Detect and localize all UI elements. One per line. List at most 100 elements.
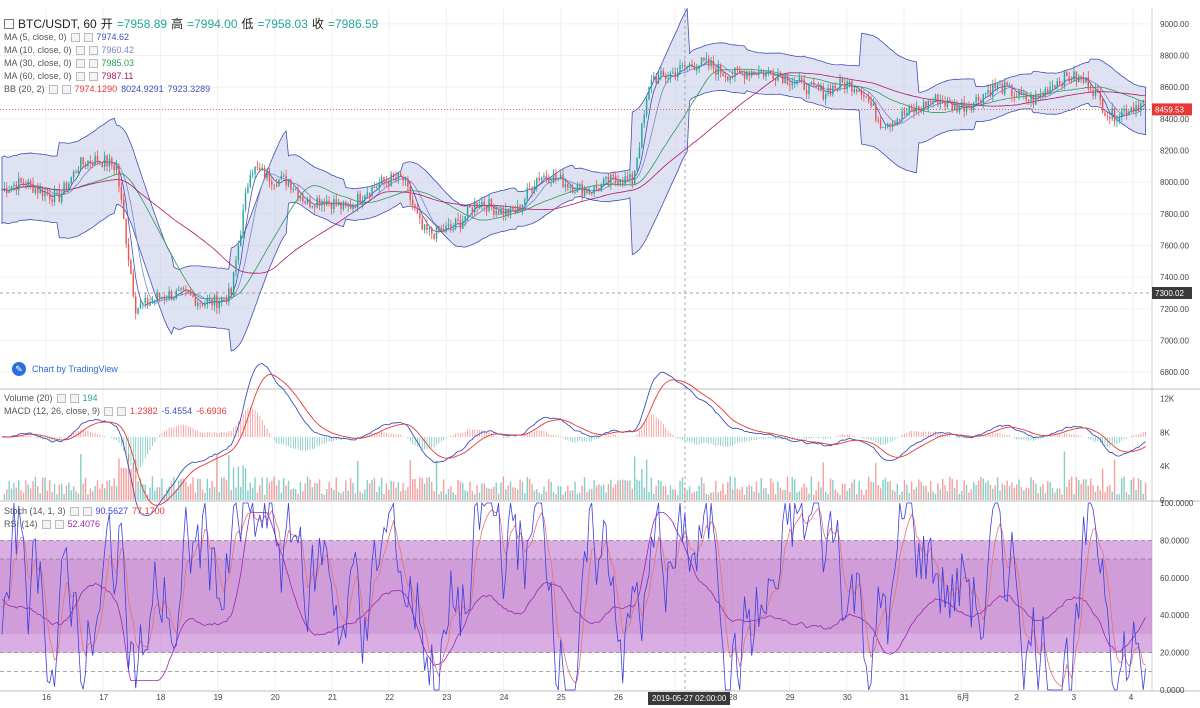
volume-bar — [230, 490, 232, 500]
settings-icon[interactable] — [75, 59, 85, 68]
candle-body — [92, 163, 94, 166]
time-tick-label: 16 — [42, 693, 51, 702]
settings-icon[interactable] — [70, 33, 80, 42]
close-icon[interactable] — [88, 72, 98, 81]
close-icon[interactable] — [88, 46, 98, 55]
candle-body — [1015, 96, 1018, 97]
candle-body — [431, 227, 433, 234]
legend-ma60[interactable]: MA (60, close, 0) 7987.11 — [4, 71, 134, 81]
candle-body — [263, 167, 266, 179]
volume-bar — [739, 489, 741, 500]
candle-body — [867, 97, 870, 102]
close-icon[interactable] — [82, 507, 92, 516]
volume-bar — [278, 480, 280, 500]
volume-bar — [810, 476, 813, 500]
oscillator-tick-label: 0.0000 — [1160, 686, 1185, 695]
volume-bar — [1128, 494, 1130, 500]
candle-body — [1121, 111, 1123, 118]
candle-body — [213, 295, 216, 306]
settings-icon[interactable] — [75, 46, 85, 55]
tradingview-watermark[interactable]: ✎ Chart by TradingView — [12, 362, 118, 376]
legend-macd[interactable]: MACD (12, 26, close, 9) 1.2382 -5.4554 -6.6… — [4, 406, 227, 416]
legend-ma5[interactable]: MA (5, close, 0) 7974.62 — [4, 32, 130, 42]
candle-body — [619, 183, 622, 186]
volume-bar — [409, 460, 411, 500]
candle-body — [206, 299, 209, 304]
candle-body — [633, 170, 636, 185]
close-icon[interactable] — [54, 520, 64, 529]
volume-bar — [144, 484, 146, 500]
legend-ma10[interactable]: MA (10, close, 0) 7960.42 — [4, 45, 135, 55]
candle-body — [34, 187, 37, 193]
candle-body — [727, 76, 729, 81]
candle-body — [1128, 111, 1130, 116]
volume-bar — [321, 493, 323, 500]
volume-bar — [932, 491, 934, 500]
price-tick-label: 7000.00 — [1160, 337, 1189, 346]
candle-body — [337, 202, 340, 205]
settings-icon[interactable] — [75, 72, 85, 81]
close-icon[interactable] — [61, 85, 71, 94]
volume-bar — [820, 487, 822, 500]
close-icon[interactable] — [88, 59, 98, 68]
candle-body — [739, 69, 741, 72]
candle-body — [306, 198, 309, 204]
volume-bar — [309, 479, 311, 500]
close-icon[interactable] — [83, 33, 93, 42]
candle-body — [617, 180, 619, 186]
candle-body — [949, 99, 951, 102]
settings-icon[interactable] — [48, 85, 58, 94]
volume-bar — [497, 493, 500, 500]
tradingview-logo-icon: ✎ — [12, 362, 26, 376]
legend-stoch[interactable]: Stoch (14, 1, 3) 90.5627 77.1700 — [4, 506, 165, 516]
collapse-icon[interactable] — [4, 18, 14, 29]
settings-icon[interactable] — [69, 507, 79, 516]
volume-bar — [1097, 485, 1099, 500]
volume-bar — [1039, 486, 1042, 500]
candle-body — [650, 79, 653, 88]
volume-bar — [349, 478, 352, 500]
volume-bar — [719, 490, 722, 500]
volume-bar — [781, 489, 784, 500]
volume-bar — [3, 494, 6, 500]
settings-icon[interactable] — [104, 407, 114, 416]
candle-body — [872, 104, 875, 106]
candle-body — [68, 183, 70, 191]
legend-ma30[interactable]: MA (30, close, 0) 7985.03 — [4, 58, 135, 68]
volume-bar — [581, 485, 583, 500]
settings-icon[interactable] — [56, 394, 66, 403]
volume-bar — [99, 488, 101, 500]
candle-body — [851, 81, 853, 92]
volume-bar — [1006, 480, 1008, 500]
candle-body — [676, 72, 679, 78]
candle-body — [199, 302, 201, 304]
last-price-label: 8459.53 — [1155, 105, 1184, 114]
volume-bar — [643, 487, 645, 500]
volume-bar — [586, 492, 588, 500]
volume-bar — [189, 483, 192, 500]
candle-body — [445, 225, 447, 233]
legend-volume[interactable]: Volume (20) 194 — [4, 393, 98, 403]
legend-rsi[interactable]: RSI (14) 52.4076 — [4, 519, 101, 529]
candle-body — [378, 183, 380, 188]
close-icon[interactable] — [117, 407, 127, 416]
candle-body — [357, 193, 359, 208]
volume-bar — [583, 477, 586, 500]
candle-body — [268, 170, 271, 182]
volume-bar — [853, 479, 856, 500]
legend-bb[interactable]: BB (20, 2) 7974.1290 8024.9291 7923.3289 — [4, 84, 211, 94]
candle-body — [115, 165, 118, 170]
volume-bar — [428, 477, 431, 500]
candle-body — [574, 192, 576, 194]
volume-bar — [521, 481, 524, 500]
candle-body — [77, 170, 80, 173]
settings-icon[interactable] — [41, 520, 51, 529]
candle-body — [144, 297, 146, 304]
close-icon[interactable] — [69, 394, 79, 403]
candle-body — [476, 202, 478, 208]
volume-bar — [197, 478, 199, 500]
candle-body — [87, 160, 89, 166]
high-label: 高 — [171, 17, 184, 31]
volume-bar — [867, 476, 870, 500]
